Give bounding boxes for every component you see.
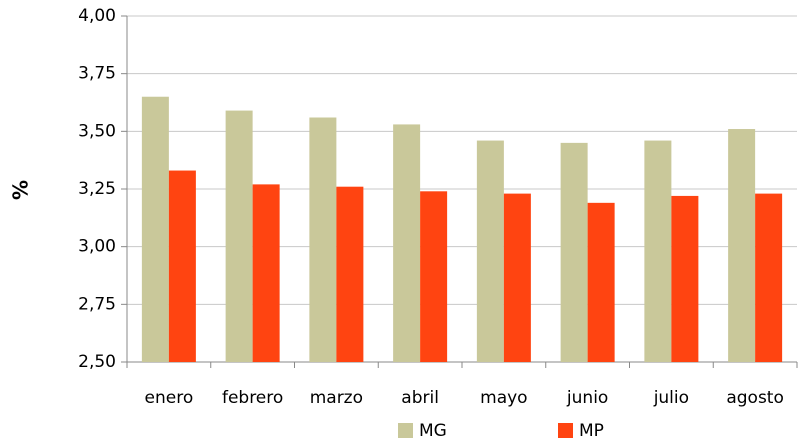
x-tick-label: abril [401, 388, 439, 408]
bar [671, 195, 699, 362]
bar [336, 186, 364, 362]
bar [560, 142, 588, 362]
bar [141, 96, 169, 362]
bar [728, 129, 756, 362]
legend-swatch [558, 423, 573, 438]
y-tick-label: 2,75 [78, 294, 116, 314]
x-tick-label: junio [566, 388, 608, 408]
x-tick-label: marzo [310, 388, 363, 408]
legend-label: MP [579, 421, 604, 441]
bar [755, 193, 783, 362]
bar [309, 117, 337, 362]
bar [168, 170, 196, 362]
bar [420, 191, 448, 362]
bar [587, 202, 615, 362]
bar [476, 140, 504, 362]
bar [503, 193, 531, 362]
y-tick-label: 3,25 [78, 179, 116, 199]
y-tick-label: 2,50 [78, 352, 116, 372]
bar [393, 124, 421, 362]
legend-swatch [398, 423, 413, 438]
y-axis-label: % [9, 180, 33, 200]
x-tick-label: enero [145, 388, 194, 408]
bar [252, 184, 280, 362]
y-tick-label: 4,00 [78, 6, 116, 26]
x-tick-label: mayo [480, 388, 527, 408]
bar [644, 140, 672, 362]
y-tick-label: 3,50 [78, 121, 116, 141]
x-tick-label: agosto [726, 388, 784, 408]
bar [225, 110, 253, 362]
y-tick-label: 3,75 [78, 64, 116, 84]
y-tick-label: 3,00 [78, 237, 116, 257]
legend-label: MG [419, 421, 447, 441]
x-tick-label: febrero [222, 388, 283, 408]
x-tick-label: julio [653, 388, 689, 408]
